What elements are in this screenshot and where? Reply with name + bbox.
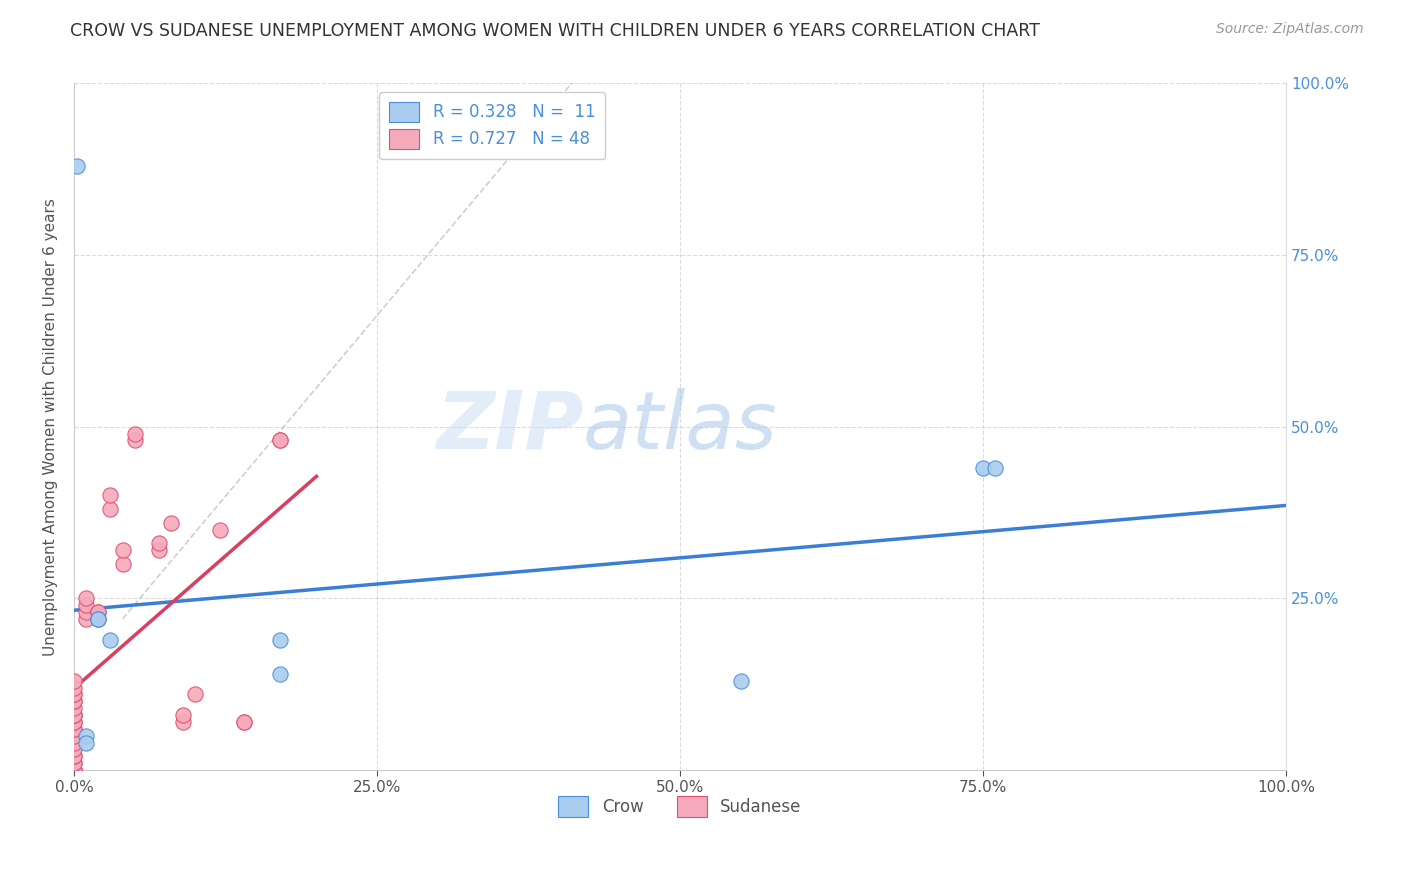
Point: [65, 159, 87, 173]
Point: [63, 756, 86, 771]
Point: [75, 612, 97, 626]
Point: [63, 708, 86, 723]
Point: [184, 688, 207, 702]
Point: [63, 735, 86, 749]
Point: [75, 599, 97, 613]
Point: [269, 434, 291, 448]
Point: [100, 488, 122, 502]
Point: [63, 688, 86, 702]
Point: [63, 763, 86, 777]
Point: [75, 591, 97, 606]
Point: [63, 694, 86, 708]
Point: [63, 708, 86, 723]
Point: [984, 461, 1007, 475]
Point: [63, 749, 86, 764]
Point: [63, 688, 86, 702]
Point: [63, 722, 86, 736]
Text: Source: ZipAtlas.com: Source: ZipAtlas.com: [1216, 22, 1364, 37]
Point: [87, 612, 110, 626]
Point: [87, 612, 110, 626]
Point: [75, 605, 97, 619]
Point: [160, 516, 183, 530]
Point: [63, 763, 86, 777]
Point: [63, 742, 86, 756]
Point: [63, 756, 86, 771]
Point: [87, 605, 110, 619]
Point: [63, 722, 86, 736]
Point: [111, 557, 134, 571]
Point: [124, 426, 146, 441]
Point: [269, 632, 291, 647]
Legend: Crow, Sudanese: Crow, Sudanese: [551, 789, 808, 823]
Point: [972, 461, 994, 475]
Point: [269, 666, 291, 681]
Y-axis label: Unemployment Among Women with Children Under 6 years: Unemployment Among Women with Children U…: [44, 198, 58, 656]
Point: [63, 694, 86, 708]
Point: [148, 543, 170, 558]
Point: [63, 729, 86, 743]
Point: [172, 714, 194, 729]
Point: [75, 729, 97, 743]
Point: [172, 708, 194, 723]
Point: [63, 673, 86, 688]
Text: ZIP: ZIP: [436, 388, 583, 466]
Point: [63, 714, 86, 729]
Point: [63, 749, 86, 764]
Point: [730, 673, 752, 688]
Point: [124, 434, 146, 448]
Point: [63, 708, 86, 723]
Point: [148, 536, 170, 550]
Point: [208, 523, 231, 537]
Point: [111, 543, 134, 558]
Point: [63, 681, 86, 695]
Point: [63, 763, 86, 777]
Text: CROW VS SUDANESE UNEMPLOYMENT AMONG WOMEN WITH CHILDREN UNDER 6 YEARS CORRELATIO: CROW VS SUDANESE UNEMPLOYMENT AMONG WOME…: [70, 22, 1040, 40]
Point: [232, 714, 254, 729]
Point: [63, 714, 86, 729]
Point: [87, 612, 110, 626]
Point: [75, 735, 97, 749]
Point: [269, 434, 291, 448]
Text: atlas: atlas: [583, 388, 778, 466]
Point: [100, 502, 122, 516]
Point: [63, 701, 86, 715]
Point: [232, 714, 254, 729]
Point: [100, 632, 122, 647]
Point: [87, 605, 110, 619]
